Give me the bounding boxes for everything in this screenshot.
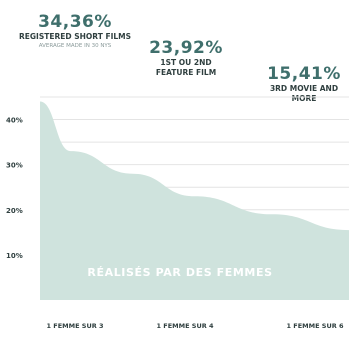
y-tick-label-2: 20% xyxy=(6,207,23,215)
stat-third-movie-percent: 15,41% xyxy=(267,64,341,84)
stat-first-second-feature: 23,92% 1ST OU 2ND FEATURE FILM xyxy=(140,38,232,78)
stat-short-films-label: REGISTERED SHORT FILMS xyxy=(19,32,131,41)
y-axis-ticks: 40% 30% 20% 10% xyxy=(6,117,23,260)
y-tick-label-0: 40% xyxy=(6,117,23,125)
y-tick-label-3: 10% xyxy=(6,252,23,260)
x-axis-ticks: 1 FEMME SUR 3 1 FEMME SUR 4 1 FEMME SUR 6 xyxy=(46,322,344,330)
stat-feature-label-2: FEATURE FILM xyxy=(155,68,217,77)
stat-third-movie: 15,41% 3RD MOVIE AND MORE xyxy=(258,64,350,104)
area-annotation: RÉALISÉS PAR DES FEMMES xyxy=(87,266,272,279)
stat-short-films-percent: 34,36% xyxy=(38,12,112,32)
x-tick-label-2: 1 FEMME SUR 6 xyxy=(286,322,344,330)
stat-third-movie-label-2: MORE xyxy=(291,94,317,103)
stat-feature-label: 1ST OU 2ND xyxy=(160,58,212,67)
y-tick-label-1: 30% xyxy=(6,162,23,170)
stat-third-movie-label: 3RD MOVIE AND xyxy=(269,84,339,93)
area-series xyxy=(40,101,349,300)
x-tick-label-0: 1 FEMME SUR 3 xyxy=(46,322,103,330)
x-tick-label-1: 1 FEMME SUR 4 xyxy=(156,322,214,330)
stat-feature-percent: 23,92% xyxy=(149,38,223,58)
stat-short-films: 34,36% REGISTERED SHORT FILMS AVERAGE MA… xyxy=(5,12,145,49)
stat-short-films-sub: AVERAGE MADE IN 30 NYS xyxy=(38,43,112,49)
